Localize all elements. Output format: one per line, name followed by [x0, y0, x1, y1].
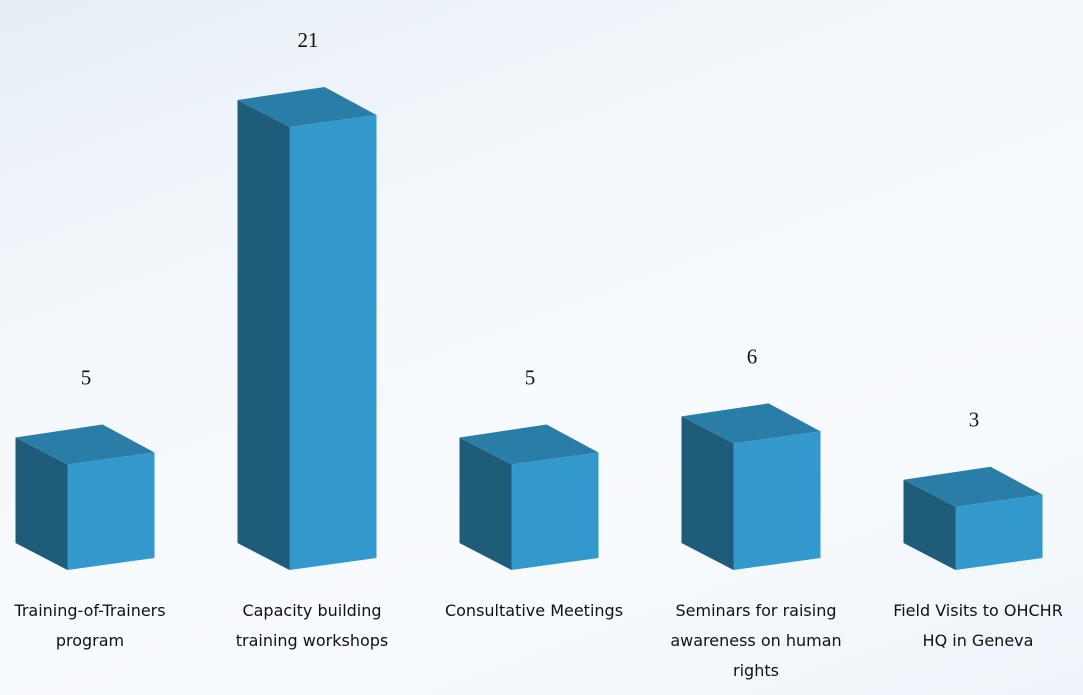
- bar-front: [289, 115, 377, 570]
- category-label: Consultative Meetings: [444, 601, 624, 620]
- category-label: Seminars for raising awareness on human …: [670, 601, 842, 680]
- category-label: Field Visits to OHCHR HQ in Geneva: [893, 601, 1063, 650]
- bar-front: [733, 431, 821, 570]
- value-label: 3: [969, 408, 980, 432]
- bar-front: [67, 452, 155, 570]
- bar: [681, 403, 821, 570]
- bar-front: [511, 452, 599, 570]
- category-label: Training-of-Trainers program: [14, 601, 166, 650]
- bar-side: [903, 479, 956, 570]
- bar: [15, 424, 155, 570]
- bar: [237, 87, 377, 570]
- bar-side: [459, 437, 512, 570]
- bar-top: [681, 403, 821, 444]
- value-label: 5: [525, 366, 536, 390]
- category-label: Capacity building training workshops: [235, 601, 389, 650]
- value-label: 6: [747, 344, 758, 368]
- bar-side: [15, 437, 68, 570]
- bar: [903, 466, 1043, 570]
- bar-top: [459, 424, 599, 465]
- bar-side: [681, 416, 734, 570]
- bar-top: [15, 424, 155, 465]
- bar-top: [903, 466, 1043, 507]
- value-label: 21: [298, 28, 319, 52]
- bar-top: [237, 87, 377, 127]
- value-label: 5: [81, 366, 92, 390]
- bar: [459, 424, 599, 570]
- bar-side: [237, 100, 290, 570]
- bar-front: [955, 494, 1043, 570]
